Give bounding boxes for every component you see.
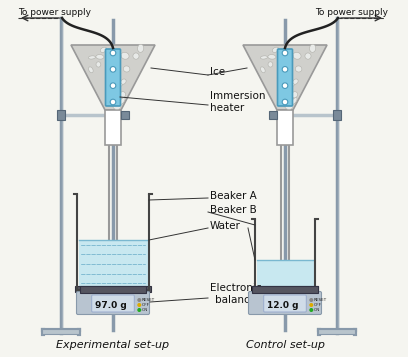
Text: ON: ON	[314, 308, 320, 312]
FancyBboxPatch shape	[106, 49, 120, 106]
Bar	[277, 110, 293, 145]
Ellipse shape	[133, 53, 139, 59]
Ellipse shape	[105, 75, 110, 83]
Ellipse shape	[113, 104, 121, 110]
FancyBboxPatch shape	[277, 49, 293, 106]
Circle shape	[282, 99, 288, 105]
Polygon shape	[243, 45, 327, 110]
Circle shape	[138, 309, 141, 311]
Ellipse shape	[89, 56, 95, 59]
Text: 97.0 g: 97.0 g	[95, 301, 127, 310]
Ellipse shape	[291, 97, 297, 104]
Bar	[257, 260, 313, 289]
Ellipse shape	[113, 74, 118, 82]
Text: OFF: OFF	[142, 303, 150, 307]
Ellipse shape	[116, 81, 123, 87]
Circle shape	[110, 50, 116, 56]
Text: Water: Water	[210, 221, 241, 231]
Text: 12.0 g: 12.0 g	[267, 301, 299, 310]
Ellipse shape	[111, 71, 117, 80]
Polygon shape	[71, 45, 155, 110]
Text: OFF: OFF	[314, 303, 322, 307]
Bar	[269, 111, 277, 119]
Ellipse shape	[96, 62, 101, 67]
Bar	[80, 286, 146, 293]
Ellipse shape	[295, 66, 302, 72]
Text: Beaker A: Beaker A	[210, 191, 257, 201]
Ellipse shape	[260, 56, 268, 59]
Ellipse shape	[110, 95, 117, 101]
Ellipse shape	[268, 55, 276, 59]
Ellipse shape	[272, 47, 279, 52]
Text: RESET: RESET	[142, 298, 155, 302]
Ellipse shape	[261, 67, 265, 73]
Ellipse shape	[283, 61, 287, 65]
Text: To power supply: To power supply	[315, 8, 388, 17]
Bar	[333, 110, 341, 120]
Ellipse shape	[115, 54, 122, 59]
Ellipse shape	[285, 104, 293, 110]
Text: Electronic
balance: Electronic balance	[210, 283, 262, 305]
Text: Ice: Ice	[210, 67, 225, 77]
Ellipse shape	[277, 75, 282, 83]
Bar	[252, 286, 318, 293]
Ellipse shape	[106, 60, 111, 64]
Circle shape	[110, 83, 116, 89]
Ellipse shape	[108, 77, 113, 83]
Ellipse shape	[305, 53, 311, 59]
Ellipse shape	[121, 79, 126, 84]
Ellipse shape	[282, 95, 289, 101]
Ellipse shape	[283, 71, 289, 80]
Ellipse shape	[120, 97, 125, 104]
Text: Control set-up: Control set-up	[246, 340, 324, 350]
FancyBboxPatch shape	[42, 330, 80, 335]
Ellipse shape	[123, 66, 130, 72]
Text: Beaker B: Beaker B	[210, 205, 257, 215]
Circle shape	[282, 50, 288, 56]
Ellipse shape	[288, 81, 295, 87]
Ellipse shape	[293, 79, 298, 84]
Circle shape	[282, 66, 288, 72]
Text: Experimental set-up: Experimental set-up	[56, 340, 170, 350]
Circle shape	[138, 299, 141, 301]
Bar	[78, 240, 148, 289]
FancyBboxPatch shape	[319, 330, 355, 335]
Circle shape	[310, 304, 313, 306]
Circle shape	[282, 83, 288, 89]
Bar	[252, 286, 318, 292]
Text: RESET: RESET	[314, 298, 327, 302]
Ellipse shape	[100, 47, 107, 52]
Ellipse shape	[89, 67, 93, 73]
Ellipse shape	[291, 92, 298, 98]
Text: Immersion
heater: Immersion heater	[210, 91, 266, 113]
FancyBboxPatch shape	[248, 292, 322, 315]
Text: ON: ON	[142, 308, 148, 312]
Ellipse shape	[268, 62, 273, 67]
Ellipse shape	[277, 60, 284, 64]
Ellipse shape	[120, 92, 126, 98]
Ellipse shape	[280, 77, 286, 83]
Circle shape	[110, 66, 116, 72]
Bar	[57, 110, 65, 120]
Ellipse shape	[121, 52, 129, 59]
FancyBboxPatch shape	[92, 295, 134, 312]
Ellipse shape	[96, 55, 104, 59]
Circle shape	[310, 309, 313, 311]
Text: To power supply: To power supply	[18, 8, 91, 17]
Bar	[75, 286, 151, 292]
Ellipse shape	[111, 61, 115, 65]
Bar	[105, 110, 121, 145]
Ellipse shape	[286, 74, 290, 82]
FancyBboxPatch shape	[264, 295, 306, 312]
FancyBboxPatch shape	[77, 292, 149, 315]
Circle shape	[310, 299, 313, 301]
Ellipse shape	[137, 44, 144, 52]
Circle shape	[138, 304, 141, 306]
Ellipse shape	[310, 44, 316, 52]
Bar	[121, 111, 129, 119]
Ellipse shape	[293, 52, 301, 59]
Ellipse shape	[287, 54, 293, 59]
Circle shape	[110, 99, 116, 105]
